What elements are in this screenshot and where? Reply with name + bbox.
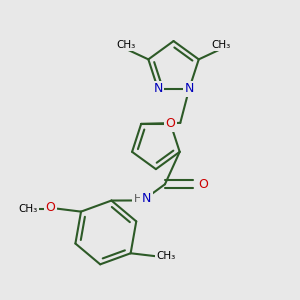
Text: CH₃: CH₃ bbox=[18, 204, 38, 214]
Text: N: N bbox=[142, 193, 151, 206]
Text: O: O bbox=[166, 117, 176, 130]
Text: CH₃: CH₃ bbox=[117, 40, 136, 50]
Text: N: N bbox=[153, 82, 163, 95]
Text: CH₃: CH₃ bbox=[156, 251, 176, 261]
Text: O: O bbox=[198, 178, 208, 191]
Text: N: N bbox=[184, 82, 194, 95]
Text: H: H bbox=[134, 194, 142, 204]
Text: O: O bbox=[45, 201, 55, 214]
Text: CH₃: CH₃ bbox=[211, 40, 230, 50]
